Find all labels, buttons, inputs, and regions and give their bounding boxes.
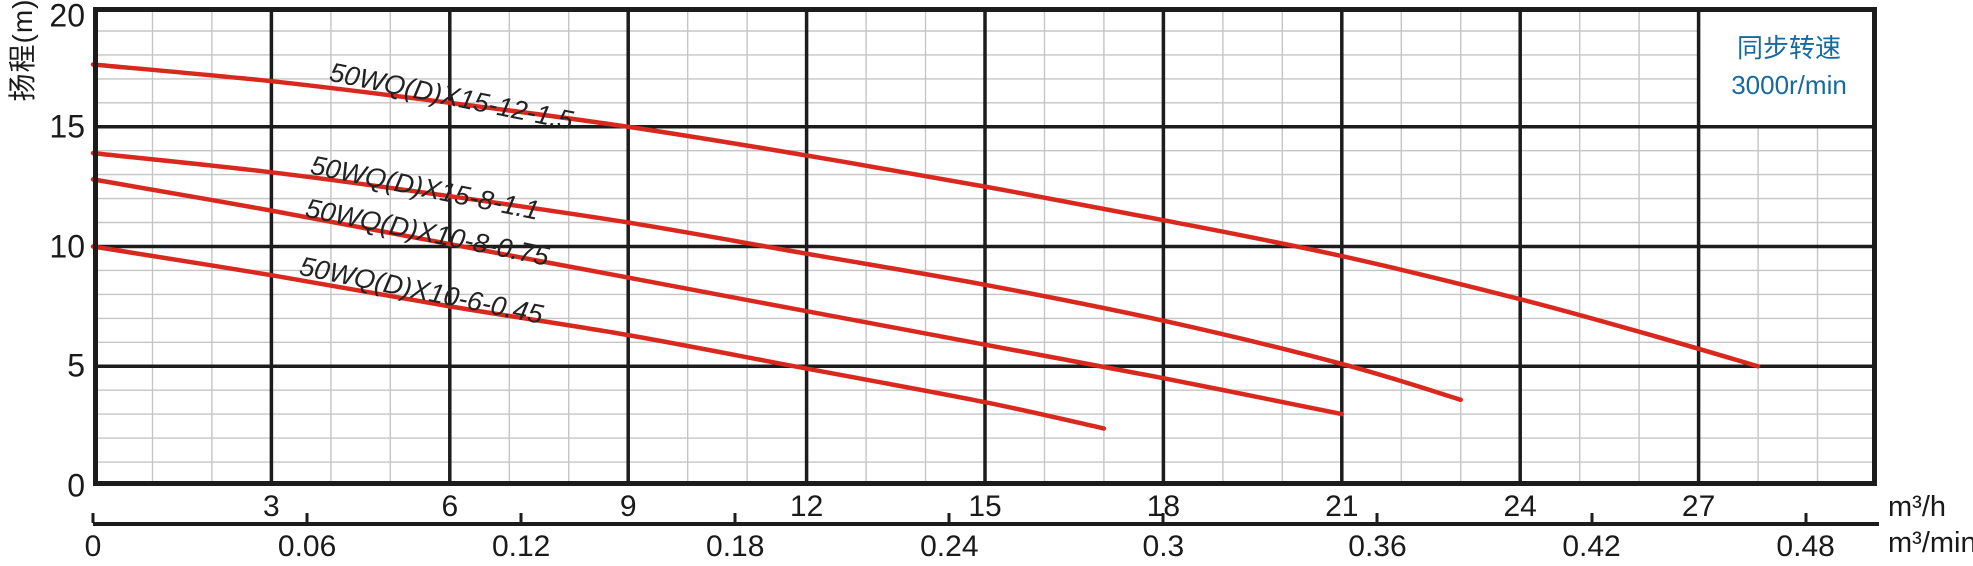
scale-tick — [947, 513, 951, 523]
pump-curve — [90, 62, 1761, 369]
pump-curve — [90, 244, 1107, 431]
x-tick-label: 6 — [441, 490, 459, 523]
min-tick-label: 0.06 — [277, 530, 337, 563]
scale-tick — [519, 513, 523, 523]
y-tick-label: 15 — [49, 108, 85, 145]
scale-tick — [91, 513, 95, 523]
min-tick-label: 0.12 — [491, 530, 551, 563]
x-tick-label: 15 — [968, 490, 1002, 523]
annotation-box-bg — [1698, 7, 1877, 127]
y-tick-label: 20 — [49, 0, 85, 34]
scale-tick — [1375, 513, 1379, 523]
x-tick-label: 3 — [263, 490, 280, 523]
secondary-scale-bar — [93, 522, 1879, 526]
scale-tick — [305, 513, 309, 523]
annotation-box: 同步转速 3000r/min — [1699, 7, 1879, 127]
x-unit-secondary-label: m³/min — [1888, 527, 1973, 559]
annotation-line2: 3000r/min — [1731, 70, 1847, 100]
pump-curve — [90, 150, 1463, 403]
scale-tick — [1161, 513, 1165, 523]
x-tick-label: 27 — [1681, 490, 1716, 523]
scale-tick — [1804, 513, 1808, 523]
plot-area — [90, 7, 1877, 486]
min-tick-label: 0.48 — [1776, 530, 1835, 563]
scale-tick — [1590, 513, 1594, 523]
x-tick-label: 24 — [1503, 490, 1537, 523]
x-unit-primary-label: m³/h — [1888, 491, 1946, 523]
min-tick-label: 0.42 — [1562, 530, 1621, 563]
min-tick-label: 0.36 — [1348, 530, 1407, 563]
curves-svg — [90, 7, 1877, 486]
y-tick-label: 0 — [67, 467, 85, 504]
min-tick-label: 0.24 — [920, 530, 979, 563]
scale-tick — [733, 513, 737, 523]
y-tick-label: 5 — [67, 347, 85, 384]
major-grid — [93, 7, 1877, 486]
x-tick-label: 9 — [619, 490, 637, 523]
y-tick-label: 10 — [49, 228, 85, 264]
annotation-line1: 同步转速 — [1736, 33, 1841, 63]
x-tick-label: 12 — [789, 490, 824, 523]
x-tick-label: 21 — [1325, 490, 1359, 523]
min-tick-label: 0.3 — [1142, 530, 1185, 563]
pump-curve — [90, 177, 1345, 417]
min-tick-label: 0.18 — [706, 530, 765, 563]
min-tick-label: 0 — [84, 530, 102, 563]
plot-border — [93, 7, 1877, 486]
